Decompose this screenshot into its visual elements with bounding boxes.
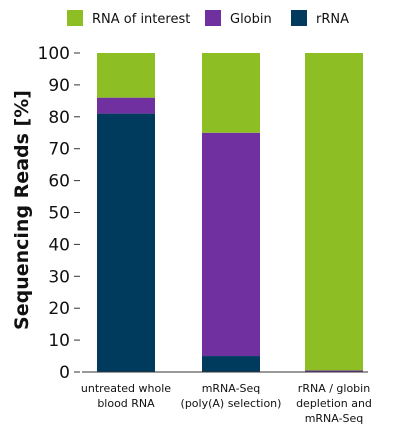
legend-item: RNA of interest bbox=[67, 10, 190, 27]
y-tick-label: 100 bbox=[38, 44, 70, 64]
legend-label: rRNA bbox=[316, 12, 349, 27]
legend-swatch bbox=[291, 10, 307, 26]
y-axis-ticks: 0 10 20 30 40 50 60 70 80 90 100 bbox=[38, 44, 80, 383]
legend-label: Globin bbox=[230, 12, 272, 27]
bar-segment-globin bbox=[305, 370, 363, 372]
bar-segment-rna-of-interest bbox=[305, 53, 363, 371]
y-tick-label: 60 bbox=[48, 172, 70, 192]
legend-swatch bbox=[67, 10, 83, 26]
bar-segment-rrna bbox=[97, 113, 155, 373]
y-tick-label: 10 bbox=[48, 331, 70, 351]
legend-item: Globin bbox=[205, 10, 272, 27]
y-axis-title: Sequencing Reads [%] bbox=[11, 90, 33, 330]
y-tick-label: 20 bbox=[48, 299, 70, 319]
bar-segment-rna-of-interest bbox=[97, 53, 155, 98]
legend: RNA of interest Globin rRNA bbox=[67, 10, 349, 27]
legend-label: RNA of interest bbox=[92, 12, 190, 27]
y-tick-label: 90 bbox=[48, 76, 70, 96]
bar-segment-globin bbox=[97, 97, 155, 114]
bar-segment-rna-of-interest bbox=[202, 53, 260, 133]
y-tick-label: 50 bbox=[48, 204, 70, 224]
x-category-label: untreated whole blood RNA bbox=[81, 382, 171, 410]
x-category-label: mRNA-Seq (poly(A) selection) bbox=[181, 382, 282, 410]
legend-item: rRNA bbox=[291, 10, 349, 27]
x-category-label: rRNA / globin depletion and mRNA-Seq bbox=[296, 382, 372, 425]
x-axis-labels: untreated whole blood RNA mRNA-Seq (poly(A)… bbox=[81, 382, 372, 425]
legend-swatch bbox=[205, 10, 221, 26]
bar-segment-rrna bbox=[202, 356, 260, 372]
y-tick-label: 40 bbox=[48, 235, 70, 255]
bar-segment-globin bbox=[202, 132, 260, 357]
y-tick-label: 30 bbox=[48, 267, 70, 287]
y-tick-label: 70 bbox=[48, 140, 70, 160]
y-tick-label: 0 bbox=[59, 363, 70, 383]
bars bbox=[97, 53, 363, 373]
y-tick-label: 80 bbox=[48, 108, 70, 128]
